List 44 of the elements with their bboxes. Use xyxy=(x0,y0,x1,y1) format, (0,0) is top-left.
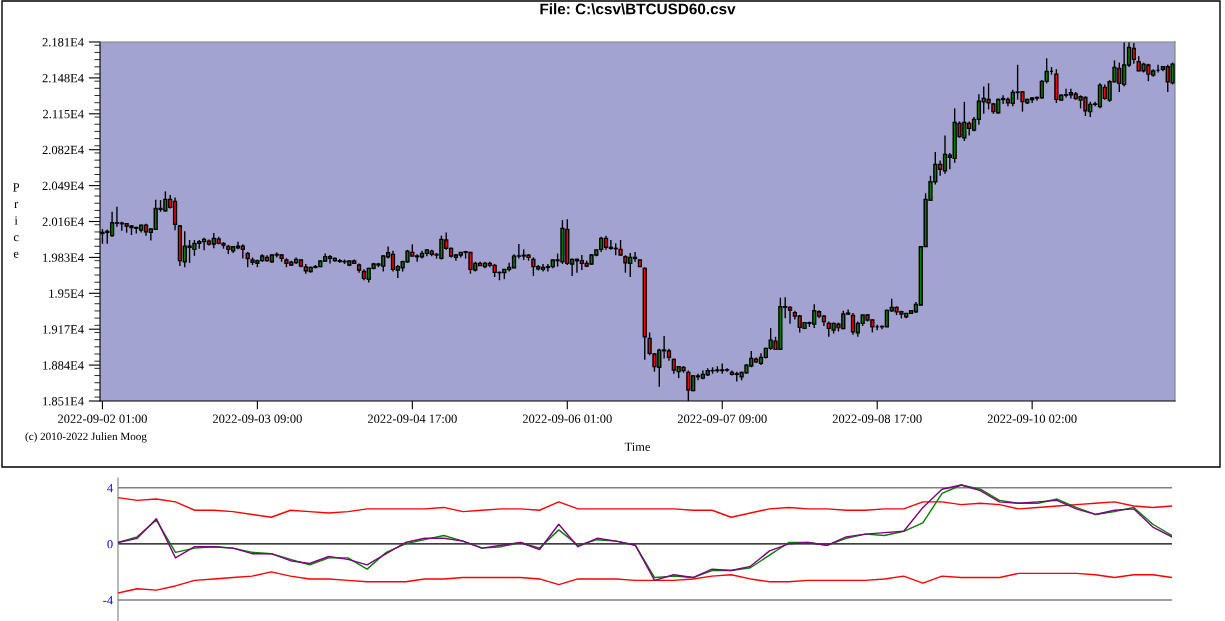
candlestick xyxy=(531,256,536,277)
x-axis-title: Time xyxy=(624,442,651,451)
y-tick-label: 0 xyxy=(107,539,113,549)
y-tick-label: 1.851E4 xyxy=(43,397,84,406)
y-tick-label: 4 xyxy=(107,483,113,493)
candlestick xyxy=(545,263,551,273)
y-tick-label: 1.884E4 xyxy=(43,361,84,370)
x-tick-label: 2022-09-02 01:00 xyxy=(58,414,147,424)
candlestick xyxy=(390,250,396,273)
candlestick xyxy=(1097,82,1103,110)
x-tick-label: 2022-09-06 01:00 xyxy=(522,414,612,424)
x-tick-label: 2022-09-03 09:00 xyxy=(212,414,302,424)
y-tick-label: 2.049E4 xyxy=(42,181,84,191)
y-tick-label: 2.016E4 xyxy=(42,217,84,227)
y-tick-label: 1.95E4 xyxy=(49,289,84,298)
candlestick xyxy=(1068,88,1074,100)
candlestick xyxy=(1131,42,1136,65)
candlestick xyxy=(172,196,178,231)
candlestick xyxy=(540,263,546,273)
candlestick xyxy=(608,239,614,251)
y-tick-label: 2.082E4 xyxy=(42,145,84,155)
x-tick-label: 2022-09-07 09:00 xyxy=(677,414,767,424)
text: (c) 2010-2022 Julien Moog xyxy=(25,432,147,443)
x-tick-label: 2022-09-04 17:00 xyxy=(367,414,457,424)
y-tick-label: -4 xyxy=(103,596,113,605)
candlestick xyxy=(109,211,115,238)
y-tick-label: 1.983E4 xyxy=(43,253,84,262)
candlestick xyxy=(986,82,991,111)
x-tick-label: 2022-09-10 02:00 xyxy=(987,414,1077,424)
y-tick-label: 2.148E4 xyxy=(42,73,84,83)
candlestick xyxy=(787,305,793,325)
candlestick xyxy=(850,312,856,336)
candlestick xyxy=(1063,88,1069,99)
y-tick-label: 2.115E4 xyxy=(43,109,84,119)
y-tick-label: 2.181E4 xyxy=(42,38,84,47)
y-tick-label: 1.917E4 xyxy=(43,325,84,334)
line-series xyxy=(118,496,1172,518)
x-tick-label: 2022-09-08 17:00 xyxy=(832,414,922,424)
candlestick xyxy=(942,134,948,175)
chart-title: File: C:\csv\BTCUSD60.csv xyxy=(540,3,736,15)
y-axis-title: Price xyxy=(13,183,20,258)
candlestick xyxy=(240,243,245,260)
line-series xyxy=(118,571,1172,594)
candlestick xyxy=(632,251,638,263)
